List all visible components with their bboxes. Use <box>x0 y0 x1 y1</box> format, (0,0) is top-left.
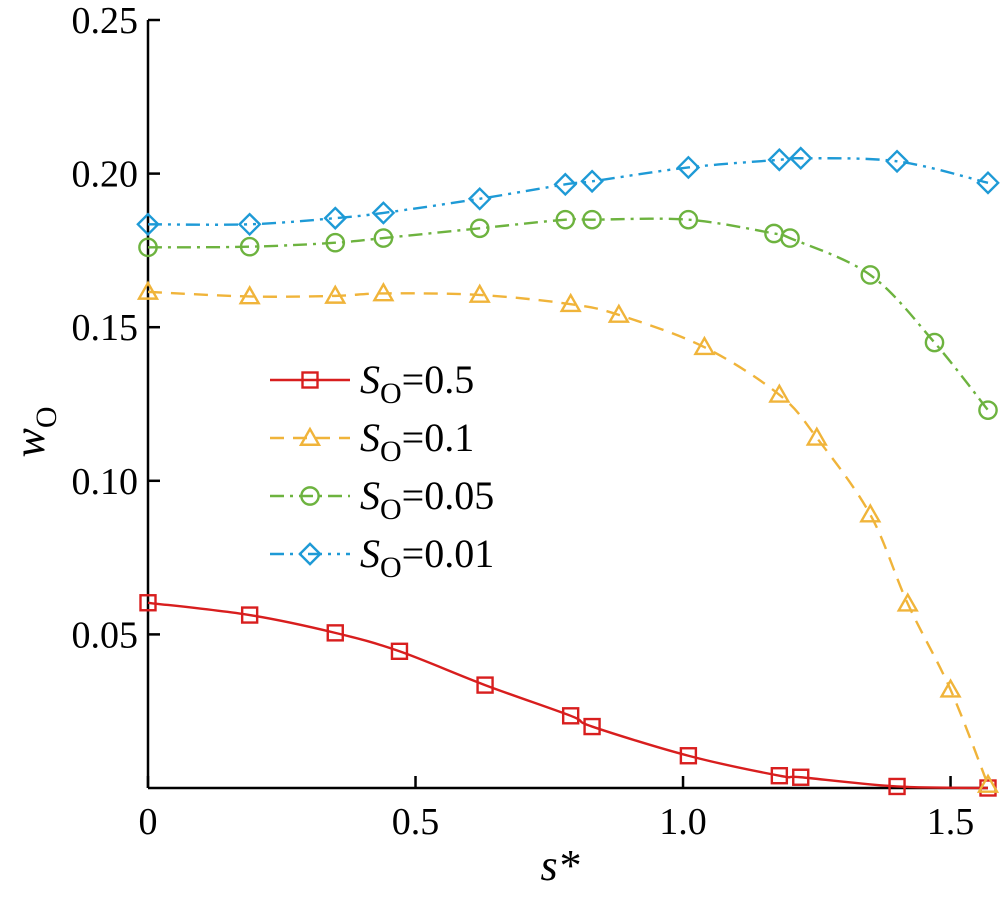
data-point <box>139 594 157 612</box>
data-point <box>136 280 160 300</box>
data-point <box>555 209 576 230</box>
data-point <box>896 592 919 612</box>
data-point <box>580 169 604 194</box>
data-point <box>390 642 409 660</box>
data-point <box>767 147 792 172</box>
legend-label: SO=0.5 <box>360 357 474 410</box>
legend-entry: SO=0.1 <box>270 415 474 468</box>
data-point <box>469 218 490 239</box>
data-point <box>939 678 962 698</box>
legend-marker <box>300 486 320 506</box>
data-point <box>324 284 347 304</box>
legend-entry: SO=0.5 <box>270 357 474 410</box>
data-point <box>976 170 1000 195</box>
data-point <box>859 503 882 523</box>
series-line <box>147 217 989 411</box>
data-point <box>467 186 492 211</box>
data-point <box>924 332 945 353</box>
data-point <box>678 209 699 230</box>
data-point <box>476 676 494 694</box>
y-tick-label: 0.15 <box>72 307 139 349</box>
data-point <box>323 206 348 230</box>
y-tick-label: 0.05 <box>72 614 139 656</box>
legend-label: SO=0.1 <box>360 415 474 468</box>
data-point <box>792 768 810 786</box>
svg-text:wO: wO <box>5 406 63 457</box>
data-point <box>325 232 346 253</box>
data-point <box>553 172 578 197</box>
data-point <box>888 777 906 796</box>
data-point <box>240 606 259 624</box>
y-axis: 0.05 0.10 0.15 0.20 0.25 <box>72 0 160 788</box>
data-point <box>805 426 828 446</box>
y-axis-label-main: w <box>5 428 54 458</box>
series-line <box>147 290 990 786</box>
data-point <box>693 335 716 356</box>
x-axis-label: s* <box>540 841 579 890</box>
y-axis-label-subscript: O <box>30 406 63 428</box>
series-4 <box>136 146 1000 237</box>
legend-marker <box>301 371 319 389</box>
y-tick-label: 0.20 <box>72 154 139 196</box>
legend-label: SO=0.05 <box>360 473 494 526</box>
legend-marker <box>298 542 322 566</box>
legend-marker <box>298 426 322 446</box>
legend-label: SO=0.01 <box>360 531 494 584</box>
data-point <box>559 292 582 313</box>
data-point <box>239 236 260 257</box>
x-tick-label: 0.5 <box>392 801 440 843</box>
data-point <box>136 212 160 237</box>
data-point <box>860 265 881 285</box>
data-point <box>372 281 395 302</box>
data-point <box>582 209 602 230</box>
data-point <box>468 283 491 303</box>
series-2 <box>136 280 1000 793</box>
data-point <box>561 707 580 725</box>
data-point <box>238 285 261 305</box>
legend-entry: SO=0.01 <box>270 531 494 584</box>
x-axis: 0 0.5 1.0 1.5 <box>139 776 988 843</box>
y-axis-label: wO <box>5 406 63 457</box>
y-tick-label: 0.10 <box>72 461 139 503</box>
data-point <box>373 228 394 248</box>
plot-area <box>136 146 1000 797</box>
data-point <box>780 228 800 248</box>
series-line <box>147 601 989 790</box>
series-1 <box>139 594 997 797</box>
data-point <box>583 717 601 736</box>
data-point <box>138 237 158 258</box>
data-point <box>371 201 396 225</box>
data-point <box>978 400 998 420</box>
y-tick-label: 0.25 <box>72 0 139 42</box>
data-point <box>607 303 630 323</box>
legend-entry: SO=0.05 <box>270 473 494 526</box>
x-tick-label: 1.5 <box>927 801 975 843</box>
data-point <box>676 155 701 180</box>
data-point <box>788 146 813 171</box>
data-point <box>976 773 1000 793</box>
data-point <box>885 149 909 174</box>
data-point <box>768 383 791 403</box>
data-point <box>770 767 789 785</box>
data-point <box>679 747 698 765</box>
series-3 <box>138 209 998 420</box>
data-point <box>237 212 262 237</box>
data-point <box>326 624 344 642</box>
x-tick-label: 0 <box>139 801 158 843</box>
x-tick-label: 1.0 <box>659 801 707 843</box>
